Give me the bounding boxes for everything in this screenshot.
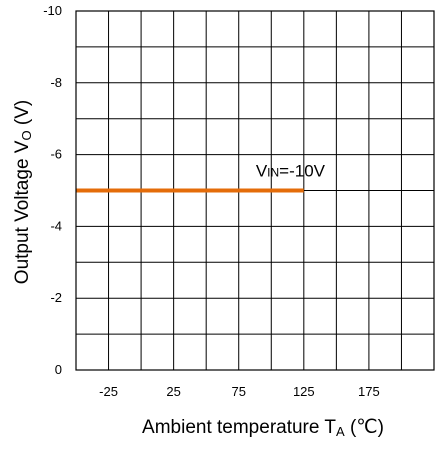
series-annotation: VIN=-10V <box>256 162 326 181</box>
y-tick-label: -8 <box>50 75 62 90</box>
x-tick-label: 25 <box>166 384 180 399</box>
y-tick-label: -2 <box>50 290 62 305</box>
y-axis-title: Output Voltage VO (V) <box>12 100 34 284</box>
annotation-main: V <box>256 162 268 181</box>
y-axis-title-main: Output Voltage V <box>12 140 33 284</box>
x-axis-title-main: Ambient temperature T <box>142 417 336 438</box>
annotation-rest: =-10V <box>279 162 325 181</box>
y-axis-title-unit: (V) <box>12 100 33 131</box>
annotation-subscript: IN <box>267 166 279 180</box>
x-axis-title-subscript: A <box>336 424 345 439</box>
x-tick-label: -25 <box>99 384 118 399</box>
y-tick-label: -4 <box>50 218 62 233</box>
x-tick-label: 125 <box>293 384 315 399</box>
x-tick-label: 175 <box>358 384 380 399</box>
y-axis-title-subscript: O <box>19 130 34 140</box>
x-tick-label: 75 <box>231 384 245 399</box>
x-axis-title: Ambient temperature TA (℃) <box>142 417 384 439</box>
y-tick-label: -10 <box>43 3 62 18</box>
y-tick-label: -6 <box>50 147 62 162</box>
plot-area-frame <box>75 10 435 371</box>
y-tick-labels: 0 -2 -4 -6 -8 -10 <box>43 3 62 377</box>
x-tick-labels: -25 25 75 125 175 <box>99 384 380 399</box>
y-tick-label: 0 <box>55 362 62 377</box>
grid <box>76 11 434 370</box>
x-axis-title-unit: (℃) <box>345 417 384 438</box>
